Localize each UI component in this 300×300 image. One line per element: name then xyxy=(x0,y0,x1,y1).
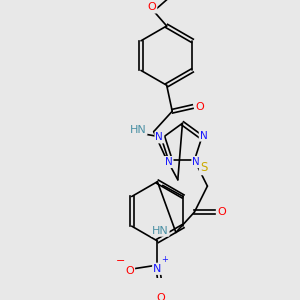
Text: N: N xyxy=(192,157,200,167)
Text: +: + xyxy=(161,255,168,264)
Text: O: O xyxy=(148,2,156,12)
Text: HN: HN xyxy=(152,226,169,236)
Text: N: N xyxy=(200,130,208,140)
Text: −: − xyxy=(116,256,125,266)
Text: S: S xyxy=(200,161,207,174)
Text: N: N xyxy=(155,132,163,142)
Text: N: N xyxy=(165,157,172,167)
Text: O: O xyxy=(125,266,134,276)
Text: HN: HN xyxy=(130,125,146,135)
Text: O: O xyxy=(157,293,166,300)
Text: N: N xyxy=(153,264,162,274)
Text: O: O xyxy=(196,102,204,112)
Text: O: O xyxy=(218,207,226,217)
